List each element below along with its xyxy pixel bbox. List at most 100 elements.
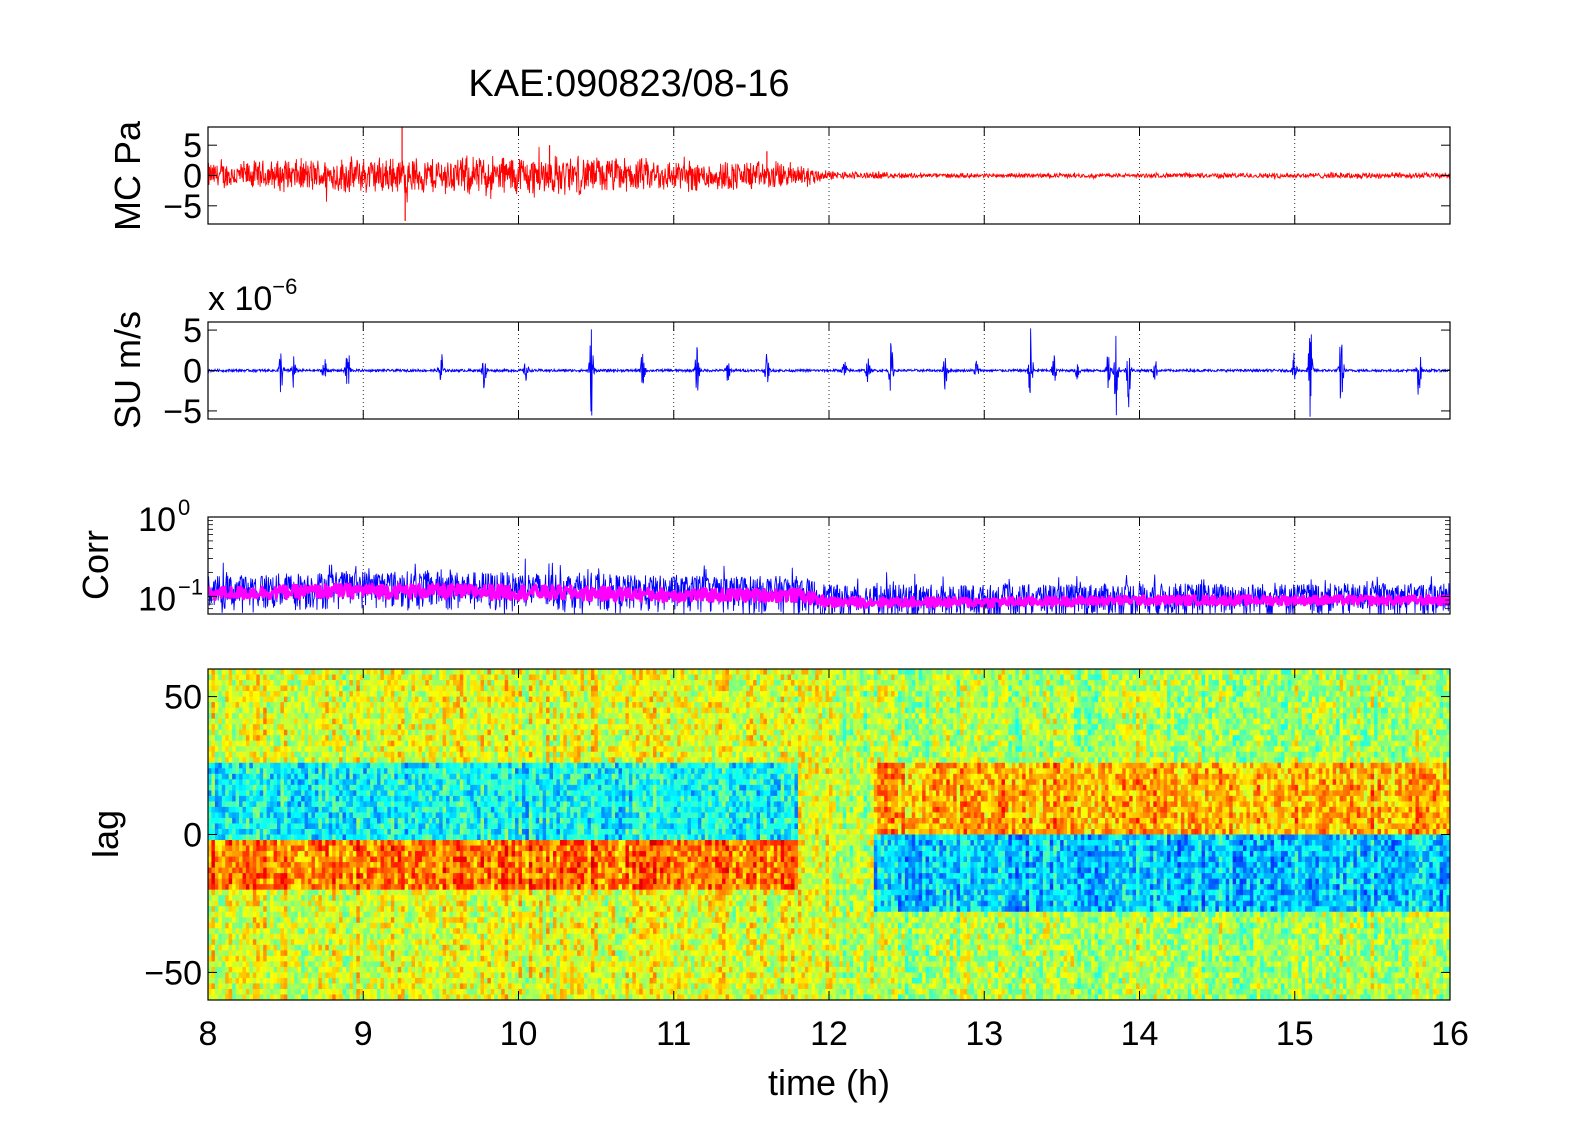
heatmap-cell [422,934,426,940]
heatmap-cell [415,702,419,708]
heatmap-cell [274,961,278,967]
heatmap-cell [232,835,236,841]
heatmap-cell [360,868,364,874]
heatmap-cell [284,719,288,725]
heatmap-cell [391,928,395,934]
heatmap-cell [308,851,312,857]
heatmap-cell [412,735,416,741]
heatmap-cell [370,768,374,774]
heatmap-cell [356,950,360,956]
heatmap-cell [339,835,343,841]
heatmap-cell [450,961,454,967]
heatmap-cell [208,972,212,978]
heatmap-cell [280,939,284,945]
heatmap-cell [391,917,395,923]
heatmap-cell [394,680,398,686]
heatmap-cell [249,774,253,780]
heatmap-cell [346,779,350,785]
heatmap-cell [329,823,333,829]
heatmap-cell [318,724,322,730]
heatmap-cell [315,801,319,807]
heatmap-cell [460,917,464,923]
heatmap-cell [211,901,215,907]
heatmap-cell [425,675,429,681]
heatmap-cell [298,956,302,962]
heatmap-cell [263,879,267,885]
heatmap-cell [356,680,360,686]
heatmap-cell [236,801,240,807]
heatmap-cell [460,675,464,681]
heatmap-cell [211,719,215,725]
heatmap-cell [332,807,336,813]
heatmap-cell [415,735,419,741]
heatmap-cell [450,829,454,835]
heatmap-cell [315,901,319,907]
heatmap-cell [415,857,419,863]
heatmap-cell [267,967,271,973]
heatmap-cell [356,779,360,785]
heatmap-cell [381,879,385,885]
heatmap-cell [215,928,219,934]
heatmap-cell [377,807,381,813]
heatmap-cell [356,829,360,835]
heatmap-cell [415,879,419,885]
heatmap-cell [305,691,309,697]
heatmap-cell [415,779,419,785]
heatmap-cell [291,873,295,879]
heatmap-cell [291,697,295,703]
heatmap-cell [280,873,284,879]
heatmap-cell [394,818,398,824]
heatmap-cell [325,719,329,725]
heatmap-cell [222,857,226,863]
heatmap-cell [308,708,312,714]
heatmap-cell [215,879,219,885]
heatmap-cell [318,686,322,692]
heatmap-cell [343,779,347,785]
heatmap-cell [305,779,309,785]
heatmap-cell [222,702,226,708]
heatmap-cell [363,697,367,703]
heatmap-cell [232,961,236,967]
heatmap-cell [256,741,260,747]
heatmap-cell [439,763,443,769]
heatmap-cell [467,686,471,692]
heatmap-cell [208,983,212,989]
heatmap-cell [336,741,340,747]
heatmap-cell [477,752,481,758]
heatmap-cell [270,779,274,785]
heatmap-cell [346,846,350,852]
heatmap-cell [422,978,426,984]
heatmap-cell [453,868,457,874]
heatmap-cell [443,818,447,824]
heatmap-cell [450,978,454,984]
heatmap-cell [312,956,316,962]
heatmap-cell [453,768,457,774]
heatmap-cell [398,829,402,835]
heatmap-cell [381,890,385,896]
heatmap-cell [422,879,426,885]
heatmap-cell [301,796,305,802]
heatmap-cell [346,785,350,791]
heatmap-cell [305,906,309,912]
heatmap-cell [425,873,429,879]
heatmap-cell [325,967,329,973]
heatmap-cell [356,691,360,697]
heatmap-cell [253,950,257,956]
heatmap-cell [425,956,429,962]
heatmap-cell [315,790,319,796]
heatmap-cell [246,724,250,730]
heatmap-cell [408,967,412,973]
heatmap-cell [353,724,357,730]
heatmap-cell [408,763,412,769]
heatmap-cell [398,757,402,763]
heatmap-cell [287,730,291,736]
heatmap-cell [450,884,454,890]
heatmap-cell [391,697,395,703]
heatmap-cell [312,895,316,901]
heatmap-cell [381,939,385,945]
heatmap-cell [439,939,443,945]
heatmap-cell [263,912,267,918]
heatmap-cell [270,746,274,752]
heatmap-cell [353,873,357,879]
heatmap-cell [381,774,385,780]
